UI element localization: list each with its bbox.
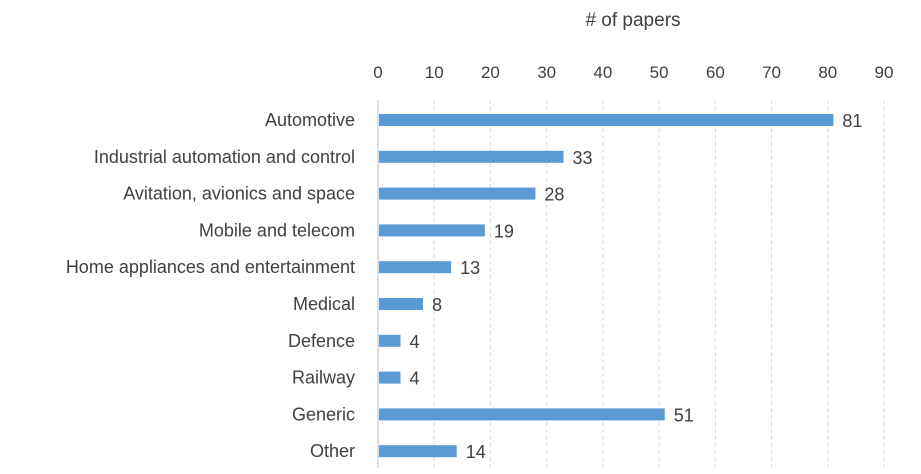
bar-9 [379, 408, 665, 421]
x-tick-label: 80 [818, 63, 837, 82]
category-label: Defence [288, 331, 355, 351]
bar-4 [379, 224, 485, 237]
x-tick-label: 40 [593, 63, 612, 82]
category-label: Generic [292, 404, 355, 424]
category-label: Medical [293, 294, 355, 314]
category-label: Automotive [265, 110, 355, 130]
category-labels: Automotive Industrial automation and cont… [66, 110, 355, 461]
data-label: 8 [432, 295, 442, 315]
x-tick-label: 10 [425, 63, 444, 82]
x-axis-ticks: 0 10 20 30 40 50 60 70 80 90 [373, 63, 893, 82]
data-label: 19 [494, 221, 514, 241]
bar-10 [379, 445, 457, 458]
bar-1 [379, 114, 834, 126]
category-label: Other [310, 441, 355, 461]
bar-8 [379, 371, 401, 384]
data-label: 4 [409, 332, 419, 352]
category-label: Mobile and telecom [199, 220, 355, 240]
data-label: 4 [409, 369, 419, 389]
category-label: Railway [292, 368, 355, 388]
gridlines [433, 100, 885, 468]
bar-6 [379, 298, 423, 310]
x-axis-title: # of papers [585, 10, 680, 31]
bar-3 [379, 187, 536, 200]
category-label: Industrial automation and control [94, 147, 355, 167]
category-label: Home appliances and entertainment [66, 257, 355, 277]
bars [379, 114, 834, 458]
bar-2 [379, 150, 564, 163]
x-tick-label: 20 [481, 63, 500, 82]
x-tick-label: 90 [875, 63, 894, 82]
x-tick-label: 60 [706, 63, 725, 82]
category-label: Avitation, avionics and space [123, 184, 355, 204]
data-label: 33 [573, 148, 593, 168]
data-label: 51 [674, 405, 694, 425]
data-label: 14 [466, 442, 486, 462]
x-tick-label: 0 [373, 63, 382, 82]
data-label: 13 [460, 258, 480, 278]
data-label: 28 [544, 185, 564, 205]
x-tick-label: 30 [537, 63, 556, 82]
x-tick-label: 70 [762, 63, 781, 82]
x-tick-label: 50 [650, 63, 669, 82]
bar-5 [379, 261, 452, 274]
data-label: 81 [842, 111, 862, 131]
bar-7 [379, 334, 401, 347]
